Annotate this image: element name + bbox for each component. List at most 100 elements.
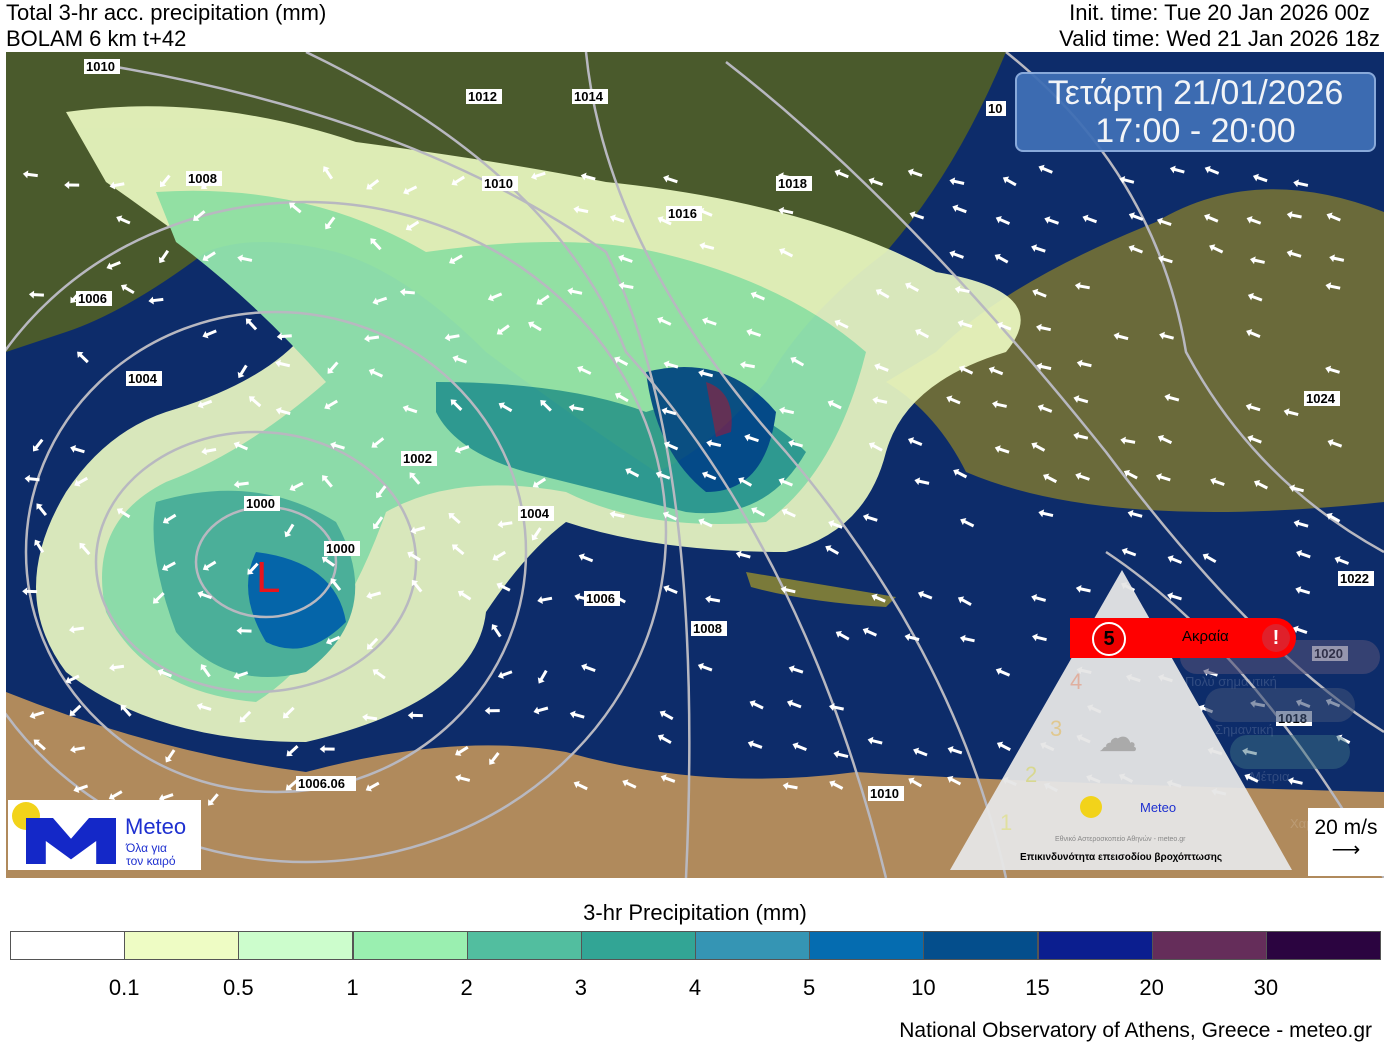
isobar-label: 1010 [86, 59, 115, 74]
wind-arrow [994, 445, 1010, 454]
wind-arrow [779, 406, 795, 415]
wind-arrow [949, 177, 965, 186]
wind-arrow [1245, 403, 1261, 412]
wind-arrow [1329, 254, 1345, 263]
wind-arrow [193, 210, 206, 221]
wind-arrow [567, 287, 583, 296]
wind-arrow [747, 740, 763, 749]
wind-arrow [788, 439, 803, 448]
wind-arrow [407, 551, 421, 562]
wind-arrow [739, 361, 755, 369]
isobar-label: 1006.06 [298, 776, 345, 791]
level-5-label: Ακραία [1182, 628, 1229, 645]
isobar-label: 1004 [128, 371, 158, 386]
wind-arrow [116, 215, 131, 225]
wind-arrow [248, 396, 262, 408]
wind-arrow [1247, 434, 1262, 444]
wind-arrow [276, 332, 292, 341]
colorbar-tick: 10 [911, 975, 936, 1000]
wind-arrow [1286, 211, 1302, 220]
wind-arrow [1209, 244, 1224, 254]
wind-arrow [1253, 479, 1269, 490]
wind-arrow [365, 781, 380, 792]
wind-arrow [577, 365, 592, 375]
colorbar-swatch [923, 931, 1039, 960]
wind-arrow [657, 216, 672, 226]
rain-cloud-icon: ☁ [1098, 716, 1138, 760]
wind-arrow [662, 511, 678, 521]
wind-arrow [120, 284, 135, 295]
colorbar-swatch [1037, 931, 1153, 960]
map-title: Total 3-hr acc. precipitation (mm) [6, 0, 327, 25]
wind-arrow [109, 181, 125, 190]
wind-arrow [372, 669, 386, 680]
wind-arrow [1334, 556, 1350, 565]
wind-arrow [580, 172, 596, 181]
wind-arrow [325, 216, 336, 230]
wind-arrow [1031, 442, 1046, 452]
wind-arrow [531, 527, 542, 541]
wind-arrow [289, 202, 302, 214]
forecast-day: Τετάρτη 21/01/2026 [1047, 74, 1344, 112]
wind-arrow [834, 319, 849, 329]
wind-arrow [1044, 216, 1059, 225]
logo-name: Meteo [1140, 800, 1177, 815]
wind-arrow [835, 630, 850, 641]
isobar-label: 1000 [326, 541, 355, 556]
wind-arrow [372, 296, 388, 306]
wind-arrow [73, 784, 89, 793]
wind-arrow [1249, 256, 1265, 265]
wind-arrow [738, 477, 753, 487]
colorbar-tick: 20 [1139, 975, 1164, 1000]
wind-arrow [1157, 434, 1173, 445]
wind-arrow [366, 637, 379, 650]
colorbar-tick: 3 [574, 975, 587, 1000]
logo-tagline: Όλα για [126, 841, 167, 855]
wind-arrow [1252, 173, 1268, 183]
wind-arrow [532, 477, 547, 488]
wind-arrow [792, 742, 807, 752]
wind-arrow [324, 399, 338, 410]
wind-arrow [828, 520, 843, 529]
wind-arrow [1073, 395, 1089, 404]
wind-arrow [247, 562, 259, 575]
wind-arrow [706, 439, 722, 448]
wind-arrow [496, 582, 511, 592]
colorbar-tick: 1 [346, 975, 359, 1000]
wind-arrow [1119, 175, 1135, 184]
wind-arrow [330, 578, 342, 591]
wind-arrow [827, 400, 842, 410]
wind-arrow [1120, 436, 1136, 445]
wind-arrow [1031, 244, 1046, 253]
wind-arrow [74, 476, 89, 487]
level-3-label: Σημαντική [1215, 722, 1274, 737]
wind-arrow [953, 468, 968, 479]
wind-arrow [450, 399, 463, 411]
wind-arrow [285, 779, 299, 791]
isobar-label: 1018 [778, 176, 807, 191]
wind-arrow [498, 402, 513, 413]
arrow-right-icon: ⟶ [1331, 839, 1361, 861]
colorbar-tick: 0.1 [108, 975, 140, 1000]
isobar-label: 1024 [1306, 391, 1336, 406]
wind-arrow [915, 328, 930, 339]
wind-arrow [954, 285, 970, 294]
wind-arrow [372, 516, 384, 530]
wind-arrow [778, 206, 794, 215]
wind-arrow [364, 334, 380, 343]
level-5-bar: 5 Ακραία ! [1070, 618, 1296, 658]
wind-arrow [1210, 477, 1225, 486]
init-time: Init. time: Tue 20 Jan 2026 00z [1069, 0, 1370, 25]
wind-arrow [1327, 438, 1343, 448]
wind-arrow [237, 254, 253, 263]
wind-arrow [790, 356, 805, 367]
wind-arrow [1073, 431, 1089, 440]
wind-arrow [487, 292, 503, 302]
wind-arrow [573, 205, 589, 214]
level-1-number: 1 [1000, 810, 1013, 835]
warning-title: Επικινδυνότητα επεισοδίου βροχόπτωσης [1020, 852, 1223, 863]
wind-arrow [1325, 365, 1341, 374]
wind-arrow [663, 360, 679, 369]
wind-arrow [751, 507, 766, 517]
wind-arrow [284, 523, 295, 538]
